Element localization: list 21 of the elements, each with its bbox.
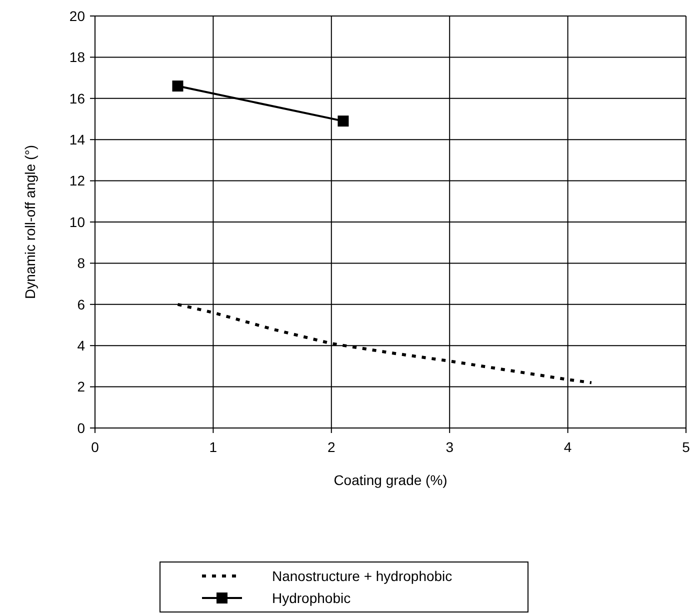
x-tick-label: 5 [682,439,690,455]
x-tick-label: 1 [209,439,218,455]
y-axis-title: Dynamic roll-off angle (°) [22,145,38,299]
y-tick-label: 18 [69,49,86,66]
x-tick-label: 3 [446,439,454,455]
y-tick-label: 12 [69,172,86,189]
x-tick-label: 4 [564,439,572,455]
y-tick-label: 2 [77,378,86,395]
legend-label: Nanostructure + hydrophobic [272,568,452,584]
x-axis-title: Coating grade (%) [334,472,448,488]
y-tick-label: 16 [69,90,86,106]
y-tick-label: 10 [69,214,86,230]
y-tick-label: 6 [77,296,86,312]
y-tick-label: 8 [77,255,86,272]
x-tick-label: 2 [328,439,336,455]
y-tick-label: 4 [77,338,86,354]
x-tick-label: 0 [91,439,100,455]
y-tick-label: 14 [69,132,86,148]
legend-label: Hydrophobic [272,590,351,606]
y-tick-label: 0 [77,420,86,436]
y-tick-label: 20 [69,8,86,24]
